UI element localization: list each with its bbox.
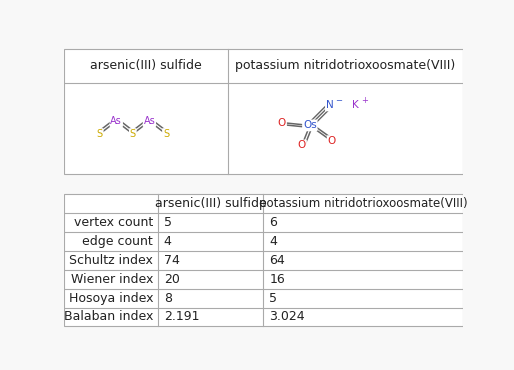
Text: Balaban index: Balaban index <box>64 310 153 323</box>
Text: potassium nitridotrioxoosmate(VIII): potassium nitridotrioxoosmate(VIII) <box>259 197 467 210</box>
Text: 4: 4 <box>269 235 277 248</box>
Text: 20: 20 <box>164 273 180 286</box>
Text: K: K <box>352 101 359 111</box>
Text: Schultz index: Schultz index <box>69 254 153 267</box>
Text: Wiener index: Wiener index <box>71 273 153 286</box>
Text: 3.024: 3.024 <box>269 310 305 323</box>
Text: As: As <box>143 116 155 126</box>
Text: 5: 5 <box>269 292 278 305</box>
Text: O: O <box>327 136 336 146</box>
Text: potassium nitridotrioxoosmate(VIII): potassium nitridotrioxoosmate(VIII) <box>235 59 455 72</box>
Text: Os: Os <box>303 120 317 131</box>
Bar <box>64 49 463 174</box>
Bar <box>64 194 463 326</box>
Text: arsenic(III) sulfide: arsenic(III) sulfide <box>155 197 267 210</box>
Text: Hosoya index: Hosoya index <box>68 292 153 305</box>
Text: 5: 5 <box>164 216 172 229</box>
Text: S: S <box>97 129 103 139</box>
Text: −: − <box>335 96 342 105</box>
Text: edge count: edge count <box>82 235 153 248</box>
Text: N: N <box>326 101 334 111</box>
Text: 6: 6 <box>269 216 277 229</box>
Text: 4: 4 <box>164 235 172 248</box>
Text: S: S <box>130 129 136 139</box>
Text: S: S <box>163 129 169 139</box>
Text: vertex count: vertex count <box>74 216 153 229</box>
Text: O: O <box>298 140 306 150</box>
Text: +: + <box>361 96 368 105</box>
Text: arsenic(III) sulfide: arsenic(III) sulfide <box>90 59 202 72</box>
Text: 64: 64 <box>269 254 285 267</box>
Text: As: As <box>111 116 122 126</box>
Text: 8: 8 <box>164 292 172 305</box>
Text: 74: 74 <box>164 254 180 267</box>
Text: O: O <box>278 118 286 128</box>
Text: 2.191: 2.191 <box>164 310 199 323</box>
Text: 16: 16 <box>269 273 285 286</box>
